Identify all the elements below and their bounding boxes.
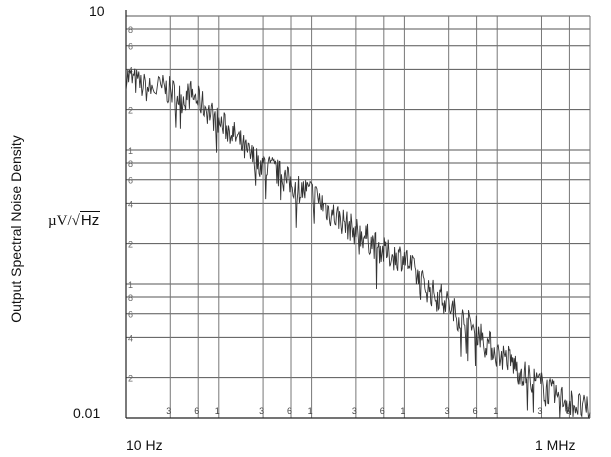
unit-prefix: µV/ [48,213,72,229]
y-tick-label-bottom: 0.01 [73,405,101,421]
unit-radicand: Hz [79,211,101,229]
y-minor-tick-label: 2 [128,240,133,250]
x-minor-tick-label: 6 [380,406,385,416]
x-minor-tick-label: 6 [565,406,570,416]
y-minor-tick-label: 6 [128,176,133,186]
x-minor-tick-label: 6 [194,406,199,416]
x-minor-tick-label: 1 [493,406,498,416]
x-minor-tick-label: 3 [166,406,171,416]
y-minor-tick-label: 2 [128,374,133,384]
y-minor-tick-label: 1 [128,280,133,290]
x-minor-tick-label: 3 [537,406,542,416]
x-tick-label-left: 10 Hz [126,437,163,453]
x-minor-tick-label: 1 [308,406,313,416]
y-minor-tick-label: 1 [128,146,133,156]
y-tick-label-top: 10 [89,3,105,19]
y-minor-tick-label: 4 [128,199,133,209]
radical-sign: √ [71,213,80,229]
y-axis-unit: µV/√Hz [48,211,101,230]
y-minor-tick-label: 4 [128,65,133,75]
y-minor-tick-label: 4 [128,333,133,343]
y-minor-tick-label: 8 [128,293,133,303]
x-minor-tick-label: 1 [400,406,405,416]
y-minor-tick-label: 2 [128,106,133,116]
y-minor-tick-label: 8 [128,159,133,169]
x-minor-tick-label: 3 [352,406,357,416]
y-minor-tick-label: 6 [128,310,133,320]
x-minor-tick-label: 6 [473,406,478,416]
x-minor-tick-label: 6 [287,406,292,416]
x-minor-tick-label: 3 [259,406,264,416]
x-minor-tick-label: 3 [445,406,450,416]
x-minor-tick-label: 1 [215,406,220,416]
x-tick-label-right: 1 MHz [535,437,576,453]
y-minor-tick-label: 8 [128,25,133,35]
y-minor-tick-label: 6 [128,42,133,52]
noise-density-trace [125,68,591,419]
